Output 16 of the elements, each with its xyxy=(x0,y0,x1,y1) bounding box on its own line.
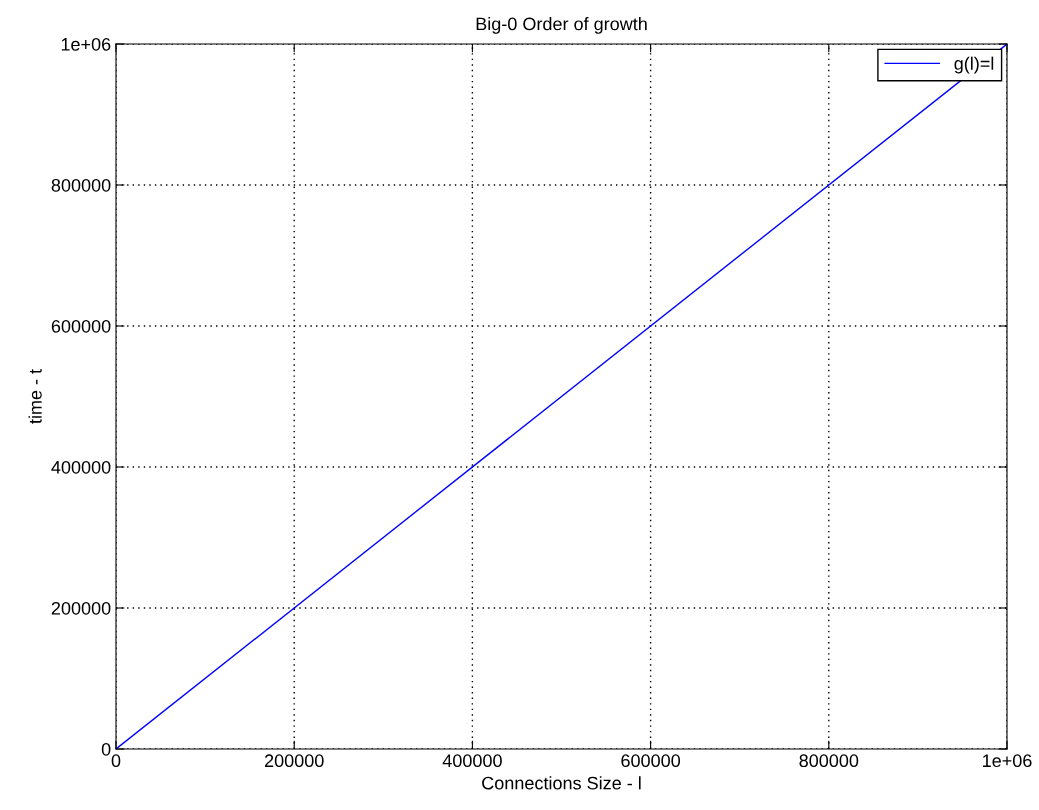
legend-label: g(l)=l xyxy=(954,56,994,74)
x-tick-label: 800000 xyxy=(799,754,859,768)
x-tick-label: 0 xyxy=(111,754,121,768)
x-tick-label: 200000 xyxy=(264,754,324,768)
x-tick-label: 600000 xyxy=(621,754,681,768)
chart-title: Big-0 Order of growth xyxy=(476,17,647,34)
y-tick-label: 0 xyxy=(101,742,111,756)
y-axis-title: time - t xyxy=(28,369,42,424)
x-tick-label: 400000 xyxy=(442,754,502,768)
y-tick-label: 800000 xyxy=(51,178,111,192)
y-tick-label: 1e+06 xyxy=(61,37,111,51)
y-tick-label: 400000 xyxy=(51,460,111,474)
y-tick-label: 600000 xyxy=(51,319,111,333)
y-tick-label: 200000 xyxy=(51,601,111,615)
x-axis-title: Connections Size - l xyxy=(482,776,641,790)
x-tick-label: 1e+06 xyxy=(983,754,1032,768)
